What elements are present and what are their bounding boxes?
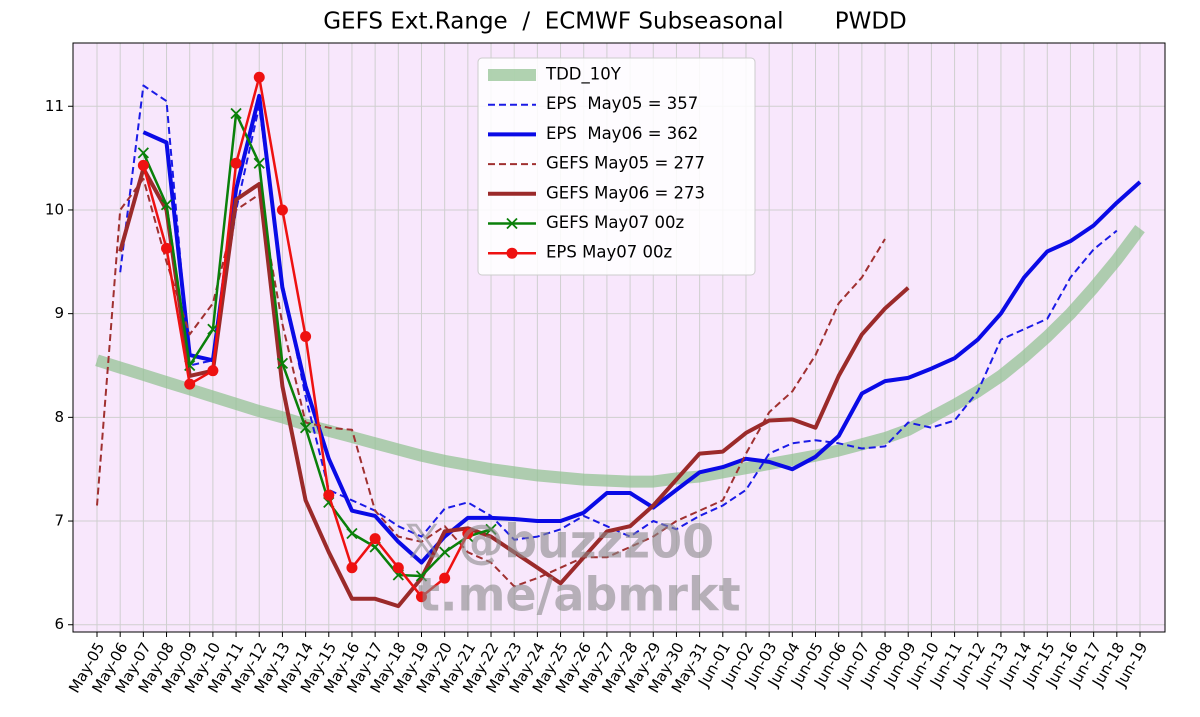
y-tick-label: 9 (54, 304, 64, 322)
marker (369, 533, 381, 545)
marker (415, 570, 428, 582)
marker (392, 562, 404, 574)
y-tick-label: 7 (54, 512, 64, 530)
legend-label: TDD_10Y (545, 65, 622, 85)
y-tick-label: 10 (45, 200, 64, 218)
y-tick-label: 8 (54, 408, 64, 426)
marker (346, 562, 358, 574)
series-line (118, 166, 910, 609)
marker (346, 527, 358, 540)
grid (73, 43, 1165, 632)
marker (184, 378, 196, 390)
marker (160, 199, 173, 211)
marker (137, 147, 149, 159)
series-line (95, 225, 1145, 488)
legend-entries: TDD_10Y EPS May05 = 357 EPS May06 = 362 GEF… (488, 65, 705, 262)
marker (300, 330, 312, 342)
marker (137, 159, 149, 171)
marker (230, 107, 242, 120)
series-line (142, 93, 1142, 565)
y-tick-label: 11 (45, 97, 64, 115)
marker (439, 572, 451, 584)
marker (253, 157, 265, 169)
marker (462, 527, 474, 539)
chart-title: GEFS Ext.Range / ECMWF Subseasonal PWDD (323, 9, 907, 35)
watermark: 𝕏 @buzzz00 (405, 515, 714, 569)
marker (299, 422, 312, 434)
marker (323, 489, 335, 501)
legend-label: EPS May06 = 362 (546, 124, 698, 143)
marker (415, 591, 427, 603)
marker (276, 357, 289, 370)
marker (207, 365, 219, 377)
legend-label: GEFS May05 = 277 (546, 154, 705, 173)
legend-label: GEFS May06 = 273 (546, 183, 705, 202)
legend-label: EPS May05 = 357 (546, 94, 698, 113)
marker (230, 157, 242, 169)
series-line (142, 112, 492, 578)
marker (161, 242, 173, 254)
legend-label: GEFS May07 00z (546, 213, 684, 232)
legend (477, 57, 756, 276)
y-tick-label: 6 (54, 615, 64, 633)
marker (253, 71, 265, 83)
legend-label: EPS May07 00z (546, 243, 672, 262)
marker (485, 523, 497, 535)
marker (276, 204, 288, 216)
legend-marker (506, 217, 518, 230)
axes-frame (72, 42, 1166, 633)
watermark: t.me/abmrkt (418, 568, 741, 622)
marker (439, 546, 451, 558)
series-lines (95, 71, 1145, 609)
legend-marker (506, 247, 518, 259)
